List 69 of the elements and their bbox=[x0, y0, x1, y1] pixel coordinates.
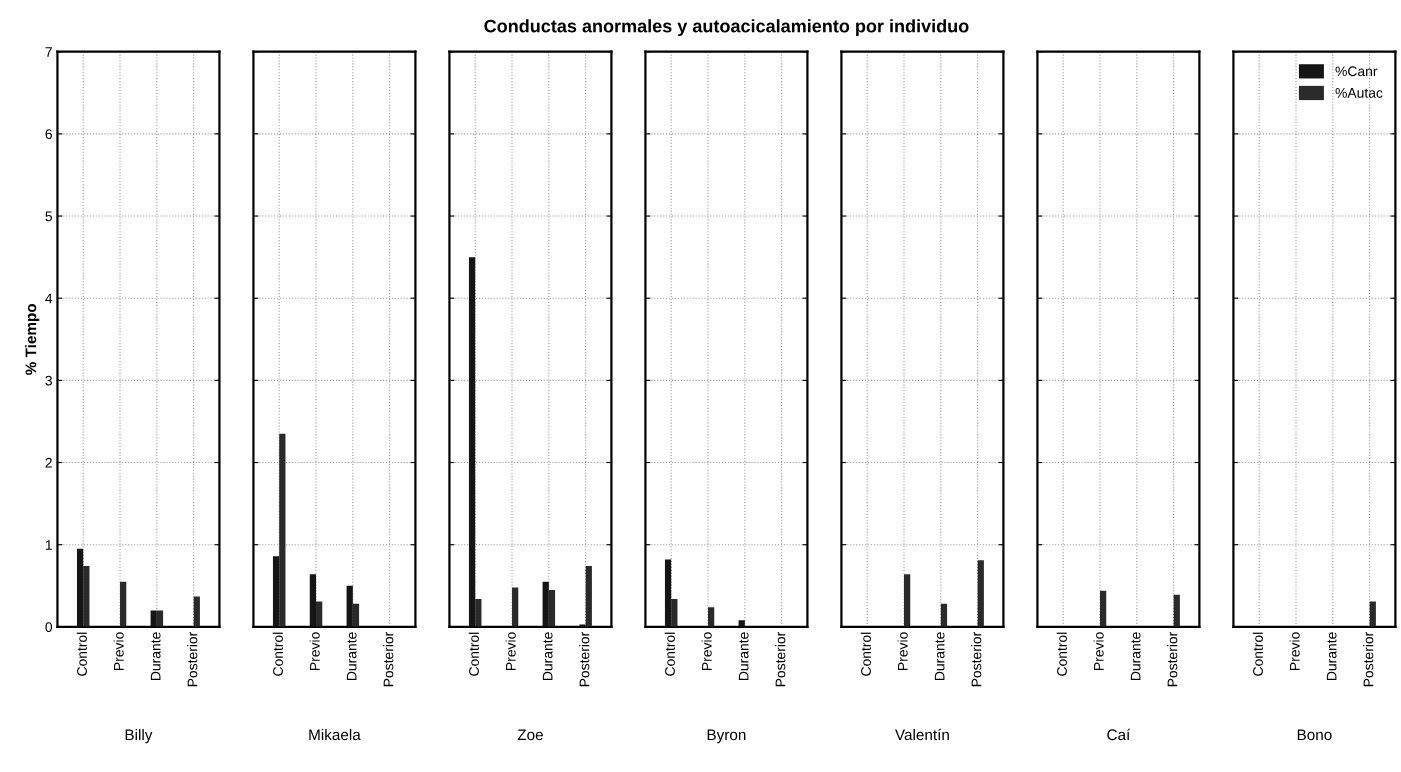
bar bbox=[579, 624, 586, 627]
bar bbox=[664, 559, 672, 627]
x-tick-label: Control bbox=[664, 632, 675, 676]
x-tick-label: Control bbox=[468, 632, 479, 676]
x-tick-label: Durante bbox=[150, 632, 161, 680]
y-tick-label: 5 bbox=[45, 211, 52, 222]
bar bbox=[309, 574, 317, 627]
x-axis-title: Bono bbox=[1297, 729, 1332, 741]
x-tick-label: Control bbox=[272, 632, 283, 676]
chart-title: Conductas anormales y autoacicalamiento por individuo bbox=[484, 19, 969, 37]
y-tick-label: 6 bbox=[45, 129, 52, 140]
x-tick-label: Previo bbox=[505, 632, 516, 670]
x-axis-title: Billy bbox=[125, 728, 153, 744]
bar bbox=[120, 581, 127, 627]
bar bbox=[542, 581, 549, 627]
bar bbox=[150, 610, 157, 627]
x-tick-label: Durante bbox=[738, 632, 749, 680]
legend-label: %Canr bbox=[1335, 66, 1378, 77]
x-axis-title: Mikaela bbox=[309, 728, 361, 741]
y-axis-title: % Tiempo bbox=[25, 303, 40, 375]
x-tick-label: Durante bbox=[542, 632, 553, 680]
bar bbox=[272, 556, 280, 627]
bar bbox=[548, 589, 556, 627]
x-tick-label: Control bbox=[860, 632, 871, 676]
y-tick-label: 7 bbox=[45, 47, 52, 57]
x-tick-label: Previo bbox=[309, 632, 320, 670]
x-tick-label: Durante bbox=[934, 632, 945, 680]
bar bbox=[708, 607, 715, 627]
x-tick-label: Posterior bbox=[971, 631, 982, 687]
bar bbox=[671, 598, 678, 627]
bar bbox=[468, 257, 476, 627]
bar bbox=[346, 585, 353, 627]
x-tick-label: Control bbox=[1252, 632, 1263, 676]
bar bbox=[475, 598, 482, 627]
bar bbox=[76, 548, 84, 627]
legend-label: %Autac bbox=[1335, 88, 1383, 98]
bar bbox=[156, 610, 164, 627]
x-tick-label: Posterior bbox=[1167, 631, 1178, 687]
x-tick-label: Posterior bbox=[1363, 631, 1374, 687]
x-tick-label: Durante bbox=[1130, 632, 1141, 680]
x-axis-title: Caí bbox=[1107, 728, 1131, 741]
y-tick-label: 1 bbox=[45, 540, 52, 550]
x-tick-label: Previo bbox=[1093, 632, 1104, 670]
x-tick-label: Posterior bbox=[187, 631, 198, 687]
y-tick-label: 4 bbox=[45, 293, 53, 304]
bar bbox=[279, 433, 286, 627]
bar bbox=[512, 587, 519, 627]
x-axis-title: Byron bbox=[707, 729, 746, 744]
bar bbox=[352, 603, 360, 627]
y-tick-label: 0 bbox=[45, 622, 53, 633]
x-tick-label: Previo bbox=[701, 632, 712, 670]
x-tick-label: Control bbox=[1056, 632, 1067, 676]
x-axis-title: Valentín bbox=[895, 728, 949, 741]
x-tick-label: Posterior bbox=[775, 631, 786, 687]
x-tick-label: Previo bbox=[113, 632, 124, 670]
x-tick-label: Previo bbox=[1289, 632, 1300, 670]
x-tick-label: Posterior bbox=[383, 631, 394, 687]
x-axis-title: Zoe bbox=[517, 729, 543, 741]
y-tick-label: 2 bbox=[45, 457, 52, 468]
x-tick-label: Control bbox=[76, 632, 87, 676]
y-tick-label: 3 bbox=[45, 375, 52, 386]
bar bbox=[193, 596, 200, 627]
bar bbox=[316, 601, 323, 627]
bar bbox=[585, 566, 592, 627]
x-tick-label: Durante bbox=[1326, 632, 1337, 680]
x-tick-label: Durante bbox=[346, 632, 357, 680]
x-tick-label: Previo bbox=[897, 632, 908, 670]
x-tick-label: Posterior bbox=[579, 631, 590, 687]
bar bbox=[83, 566, 90, 627]
